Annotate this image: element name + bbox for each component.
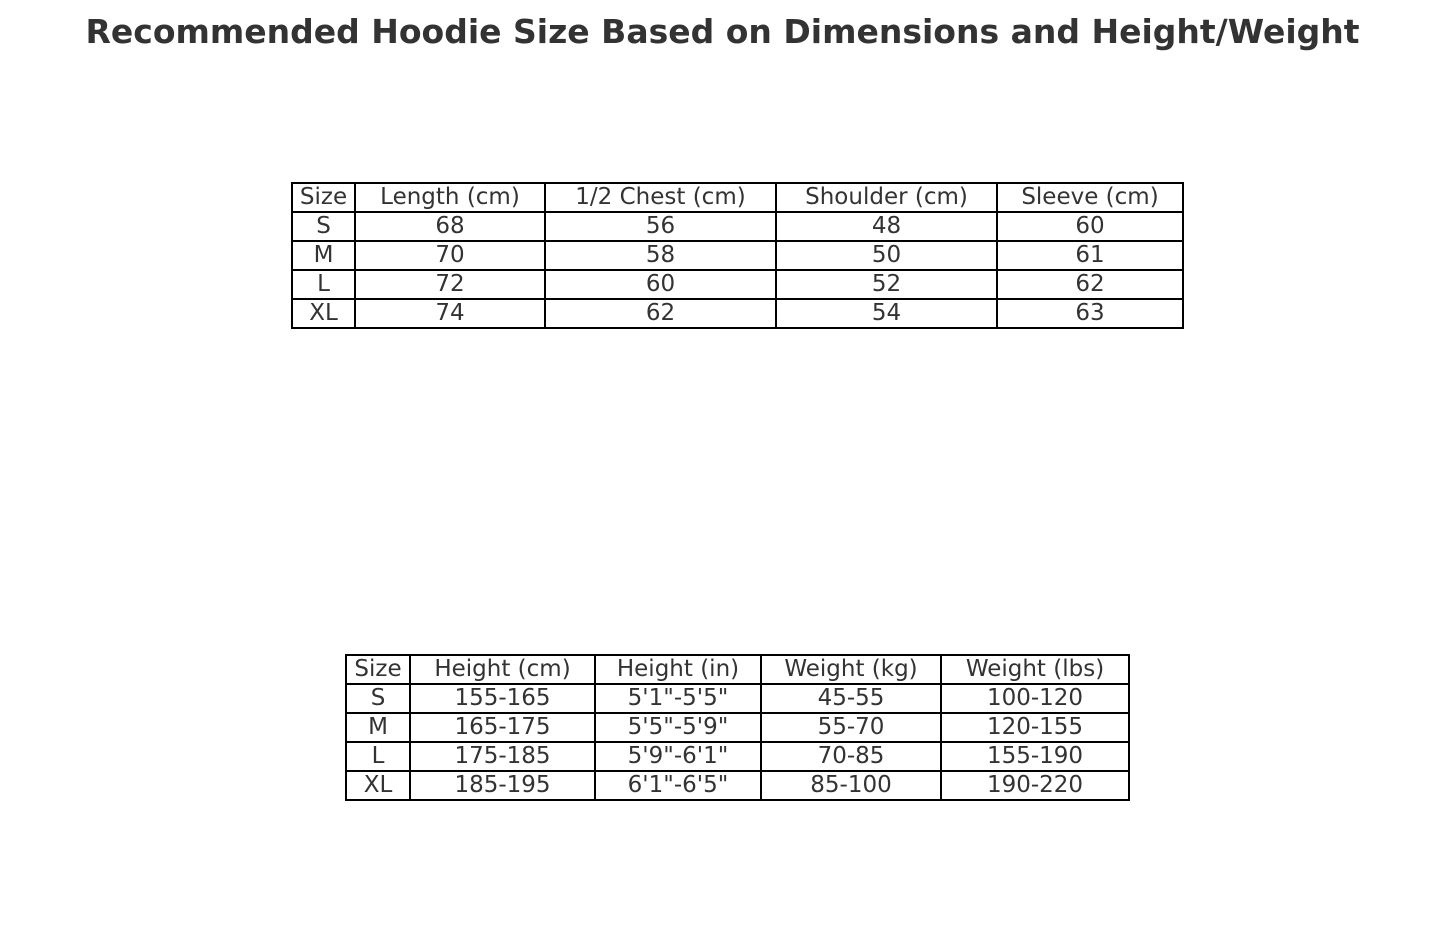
table-cell: 72 — [354, 269, 546, 300]
table-cell: 62 — [996, 269, 1184, 300]
table-cell: 68 — [354, 211, 546, 242]
table-cell: 54 — [775, 298, 998, 329]
table-cell: 120-155 — [940, 712, 1130, 743]
table-cell: 6'1"-6'5" — [594, 770, 762, 801]
height-weight-table: Size Height (cm) Height (in) Weight (kg) Wei… — [345, 654, 1130, 801]
table-cell: XL — [291, 298, 356, 329]
table-row: L 175-185 5'9"-6'1" 70-85 155-190 — [345, 741, 1130, 772]
column-header: Length (cm) — [354, 182, 546, 213]
table-cell: 61 — [996, 240, 1184, 271]
table-cell: 155-165 — [409, 683, 596, 714]
table-row: XL 74 62 54 63 — [291, 298, 1184, 329]
column-header: Weight (kg) — [760, 654, 942, 685]
chart-title: Recommended Hoodie Size Based on Dimensi… — [85, 12, 1360, 51]
table-cell: 74 — [354, 298, 546, 329]
column-header: Height (in) — [594, 654, 762, 685]
table-row: S 155-165 5'1"-5'5" 45-55 100-120 — [345, 683, 1130, 714]
table-cell: 56 — [544, 211, 777, 242]
table-cell: M — [291, 240, 356, 271]
column-header: 1/2 Chest (cm) — [544, 182, 777, 213]
table-header-row: Size Length (cm) 1/2 Chest (cm) Shoulder (c… — [291, 182, 1184, 213]
table-cell: 70-85 — [760, 741, 942, 772]
table-cell: 5'1"-5'5" — [594, 683, 762, 714]
table-cell: 60 — [544, 269, 777, 300]
table-cell: 48 — [775, 211, 998, 242]
table-cell: M — [345, 712, 411, 743]
garment-dimensions-table: Size Length (cm) 1/2 Chest (cm) Shoulder (c… — [291, 182, 1184, 329]
table-cell: 55-70 — [760, 712, 942, 743]
table-cell: 165-175 — [409, 712, 596, 743]
column-header: Shoulder (cm) — [775, 182, 998, 213]
column-header: Sleeve (cm) — [996, 182, 1184, 213]
table-header-row: Size Height (cm) Height (in) Weight (kg) Wei… — [345, 654, 1130, 685]
table-cell: 63 — [996, 298, 1184, 329]
table-cell: 70 — [354, 240, 546, 271]
table-cell: 155-190 — [940, 741, 1130, 772]
table-cell: L — [291, 269, 356, 300]
column-header: Size — [345, 654, 411, 685]
table-cell: S — [345, 683, 411, 714]
table-cell: 45-55 — [760, 683, 942, 714]
table-cell: 50 — [775, 240, 998, 271]
table-cell: 52 — [775, 269, 998, 300]
table-cell: 5'5"-5'9" — [594, 712, 762, 743]
table-cell: 185-195 — [409, 770, 596, 801]
table-cell: 100-120 — [940, 683, 1130, 714]
table-cell: S — [291, 211, 356, 242]
table-row: S 68 56 48 60 — [291, 211, 1184, 242]
column-header: Height (cm) — [409, 654, 596, 685]
table-cell: 175-185 — [409, 741, 596, 772]
table-cell: L — [345, 741, 411, 772]
table-cell: 5'9"-6'1" — [594, 741, 762, 772]
table-row: M 165-175 5'5"-5'9" 55-70 120-155 — [345, 712, 1130, 743]
column-header: Weight (lbs) — [940, 654, 1130, 685]
table-row: L 72 60 52 62 — [291, 269, 1184, 300]
table-cell: 62 — [544, 298, 777, 329]
column-header: Size — [291, 182, 356, 213]
table-cell: 60 — [996, 211, 1184, 242]
table-cell: 58 — [544, 240, 777, 271]
table-row: M 70 58 50 61 — [291, 240, 1184, 271]
table-row: XL 185-195 6'1"-6'5" 85-100 190-220 — [345, 770, 1130, 801]
table-cell: 85-100 — [760, 770, 942, 801]
table-cell: 190-220 — [940, 770, 1130, 801]
table-cell: XL — [345, 770, 411, 801]
